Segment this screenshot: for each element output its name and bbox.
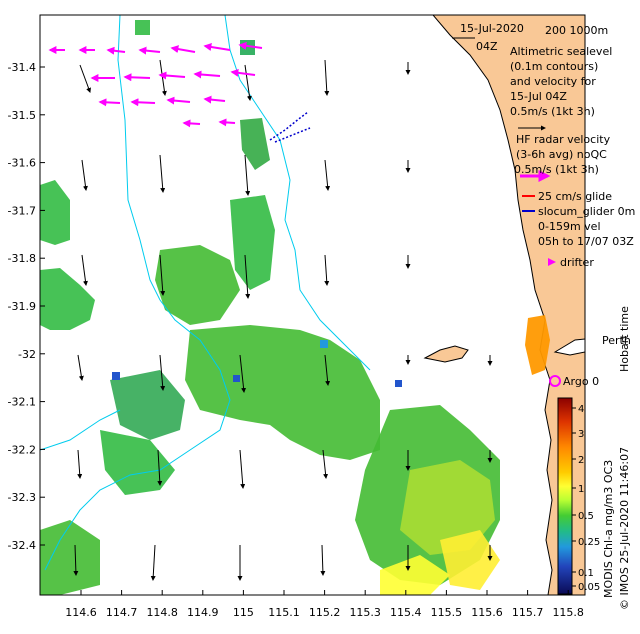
lat-tick-label: -32.4 — [8, 539, 36, 552]
glider-legend-line-2: slocum_glider 0m — [538, 205, 635, 218]
colorbar-tick-label: 2 — [578, 455, 584, 466]
colorbar-tick-label: 1 — [578, 484, 584, 495]
glider-legend-line-4: 05h to 17/07 03Z — [538, 235, 634, 248]
hf-radar-arrows — [48, 41, 263, 128]
lon-tick-label: 114.9 — [187, 606, 219, 619]
lat-tick-label: -32.3 — [8, 491, 36, 504]
lon-tick-label: 115.7 — [512, 606, 544, 619]
hf-legend-line-2: (3-6h avg) noQC — [516, 148, 607, 161]
colorbar-ticks: 4 3 2 1 0.5 0.25 0.1 0.05 — [572, 404, 600, 593]
lat-tick-label: -32 — [18, 348, 36, 361]
longitude-ticks: 114.6 114.7 114.8 114.9 115 115.1 115.2 115.3 11… — [65, 590, 584, 619]
perth-label: Perth — [602, 334, 631, 347]
lon-tick-label: 114.7 — [106, 606, 138, 619]
scale-label: 200 1000m — [545, 24, 608, 37]
lon-tick-label: 114.8 — [146, 606, 178, 619]
glider-legend-line-3: 0-159m vel — [538, 220, 601, 233]
glider-legend-line-1: 25 cm/s glide — [538, 190, 612, 203]
island — [423, 345, 469, 363]
hf-legend-line-1: HF radar velocity — [516, 133, 611, 146]
lon-tick-label: 115.1 — [268, 606, 300, 619]
alt-legend-line-1: Altimetric sealevel — [510, 45, 612, 58]
hf-legend-line-3: 0.5m/s (1kt 3h) — [514, 163, 599, 176]
lat-tick-label: -32.2 — [8, 443, 36, 456]
chlorophyll-layer — [40, 20, 550, 595]
altimetric-arrows — [73, 59, 493, 581]
lon-tick-label: 115.4 — [390, 606, 422, 619]
argo-label: Argo 0 — [563, 375, 599, 388]
colorbar-tick-label: 4 — [578, 404, 584, 415]
lon-tick-label: 115 — [233, 606, 254, 619]
drifter-symbol — [548, 258, 556, 266]
lat-tick-label: -31.4 — [8, 61, 36, 74]
hobart-time-label: Hobart time — [618, 306, 631, 372]
credit-text: © IMOS 25-Jul-2020 11:46:07 — [618, 447, 631, 610]
colorbar — [557, 397, 573, 595]
lon-tick-label: 115.6 — [471, 606, 503, 619]
alt-legend-line-3: and velocity for — [510, 75, 596, 88]
perth-marker — [592, 325, 602, 335]
alt-legend-line-4: 15-Jul 04Z — [510, 90, 567, 103]
colorbar-tick-label: 3 — [578, 429, 584, 440]
lon-tick-label: 115.3 — [349, 606, 381, 619]
map-date: 15-Jul-2020 — [460, 22, 524, 35]
lon-tick-label: 115.2 — [309, 606, 341, 619]
lon-tick-label: 115.5 — [431, 606, 463, 619]
colorbar-tick-label: 0.5 — [578, 511, 594, 522]
alt-legend-line-5: 0.5m/s (1kt 3h) — [510, 105, 595, 118]
lat-tick-label: -31.7 — [8, 204, 36, 217]
lat-tick-label: -32.1 — [8, 396, 36, 409]
lat-tick-label: -31.9 — [8, 300, 36, 313]
colorbar-tick-label: 0.05 — [578, 582, 600, 593]
latitude-ticks: -31.4 -31.5 -31.6 -31.7 -31.8 -31.9 -32 -32.1 -3… — [8, 61, 45, 552]
glider-track — [269, 111, 311, 143]
lat-tick-label: -31.6 — [8, 157, 36, 170]
lon-tick-label: 114.6 — [65, 606, 97, 619]
argo-float-marker — [549, 375, 561, 387]
colorbar-tick-label: 0.25 — [578, 537, 600, 548]
plot-frame — [39, 14, 586, 596]
alt-legend-line-2: (0.1m contours) — [510, 60, 598, 73]
map-time: 04Z — [476, 40, 498, 53]
lat-tick-label: -31.5 — [8, 109, 36, 122]
colorbar-tick-label: 0.1 — [578, 568, 594, 579]
drifter-label: drifter — [560, 256, 594, 269]
colorbar-title: MODIS Chl-a mg/m3 OC3 — [602, 460, 615, 598]
lon-tick-label: 115.8 — [552, 606, 584, 619]
estuary — [553, 338, 585, 356]
lat-tick-label: -31.8 — [8, 252, 36, 265]
